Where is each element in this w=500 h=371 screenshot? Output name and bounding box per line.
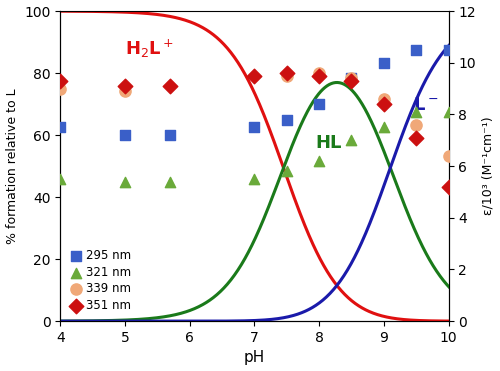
Point bbox=[444, 47, 452, 53]
Point bbox=[380, 124, 388, 130]
Point bbox=[444, 184, 452, 190]
Point bbox=[166, 179, 174, 185]
Point bbox=[315, 158, 323, 164]
Point bbox=[412, 122, 420, 128]
Legend: 295 nm, 321 nm, 339 nm, 351 nm: 295 nm, 321 nm, 339 nm, 351 nm bbox=[66, 246, 135, 315]
Point bbox=[444, 153, 452, 159]
Point bbox=[315, 73, 323, 79]
Point bbox=[348, 137, 356, 143]
Point bbox=[315, 70, 323, 76]
Point bbox=[348, 78, 356, 84]
Point bbox=[121, 179, 129, 185]
Point bbox=[166, 132, 174, 138]
Point bbox=[56, 176, 64, 182]
Point bbox=[380, 96, 388, 102]
Point bbox=[412, 109, 420, 115]
Point bbox=[282, 70, 290, 76]
Y-axis label: ε/10³ (M⁻¹cm⁻¹): ε/10³ (M⁻¹cm⁻¹) bbox=[482, 117, 494, 216]
Point bbox=[412, 47, 420, 53]
X-axis label: pH: pH bbox=[244, 351, 265, 365]
Point bbox=[348, 75, 356, 81]
Point bbox=[121, 88, 129, 94]
Point bbox=[282, 168, 290, 174]
Point bbox=[444, 109, 452, 115]
Point bbox=[348, 75, 356, 81]
Point bbox=[166, 83, 174, 89]
Y-axis label: % formation relative to L: % formation relative to L bbox=[6, 88, 18, 244]
Point bbox=[56, 78, 64, 84]
Point bbox=[121, 83, 129, 89]
Point bbox=[121, 132, 129, 138]
Point bbox=[250, 73, 258, 79]
Point bbox=[380, 60, 388, 66]
Point bbox=[282, 73, 290, 79]
Point bbox=[250, 124, 258, 130]
Point bbox=[412, 135, 420, 141]
Text: H$_2$L$^+$: H$_2$L$^+$ bbox=[125, 37, 174, 60]
Point bbox=[250, 176, 258, 182]
Point bbox=[380, 101, 388, 107]
Point bbox=[56, 86, 64, 92]
Text: L$^-$: L$^-$ bbox=[413, 96, 438, 114]
Point bbox=[282, 116, 290, 122]
Text: HL: HL bbox=[316, 134, 342, 151]
Point bbox=[315, 101, 323, 107]
Point bbox=[56, 124, 64, 130]
